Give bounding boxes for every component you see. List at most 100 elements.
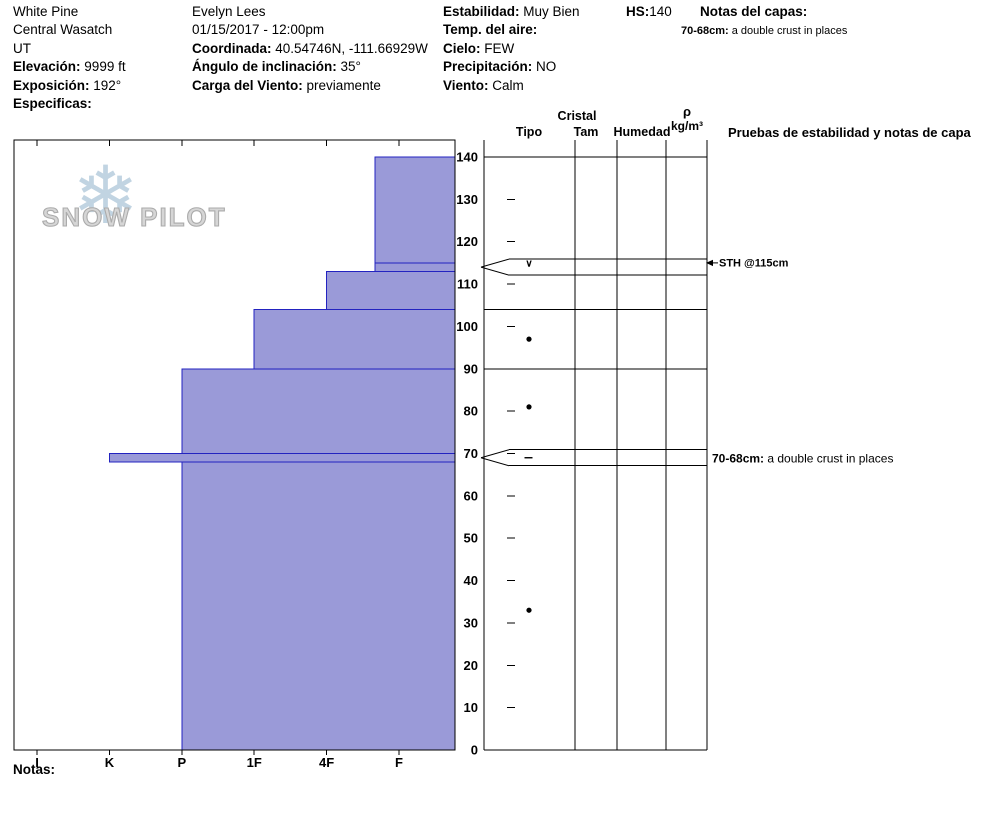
thin-layer-wedge	[480, 449, 510, 459]
wind-loading-label: Carga del Viento:	[192, 77, 303, 93]
snow-layer-bar	[181, 368, 456, 454]
layer-notes-label: Notas del capas:	[700, 4, 808, 19]
aspect-value: 192°	[93, 77, 122, 93]
hardness-axis-label: I	[35, 755, 39, 770]
depth-axis-label: 70	[464, 446, 478, 461]
snow-layer-bar	[374, 156, 456, 264]
hs-value: 140	[649, 4, 672, 19]
sky-row: Cielo: FEW	[443, 40, 580, 58]
footer-notes-label: Notas:	[13, 762, 56, 777]
snow-layer-bar	[374, 262, 456, 272]
depth-axis-label: 40	[464, 573, 478, 588]
layer-note-text: a double crust in places	[728, 25, 848, 38]
moisture-header: Humedad	[613, 125, 671, 139]
wind-loading-row: Carga del Viento: previamente	[192, 77, 428, 95]
stability-row: Estabilidad: Muy Bien	[443, 3, 580, 21]
depth-axis-label: 60	[464, 488, 478, 503]
depth-axis-label: 90	[464, 361, 478, 376]
depth-axis-label: 50	[464, 531, 478, 546]
slope-angle-label: Ángulo de inclinación:	[192, 59, 337, 75]
rounded-grains-symbol	[526, 404, 532, 410]
thin-layer-wedge	[480, 258, 510, 268]
stability-test-annotation: STH @115cm	[719, 257, 789, 269]
crystal-size-header: Tam	[573, 125, 599, 139]
snowpilot-logo: ❄ SNOW PILOT	[41, 156, 225, 264]
precipitation-row: Precipitación: NO	[443, 58, 580, 76]
hardness-axis-label: 4F	[319, 755, 334, 770]
depth-axis-label: 20	[464, 658, 478, 673]
layer-note: 70-68cm: a double crust in places	[681, 24, 847, 38]
specifics-row: Especificas:	[13, 95, 126, 113]
depth-axis-label: 80	[464, 404, 478, 419]
hardness-axis-label: F	[395, 755, 403, 770]
header-layer-notes: Notas del capas: 70-68cm: a double crust…	[681, 3, 847, 38]
sky-value: FEW	[484, 40, 515, 56]
depth-axis-label: 110	[457, 277, 478, 292]
aspect-label: Exposición:	[13, 77, 90, 93]
depth-axis-label: 100	[456, 319, 478, 334]
snow-layer-bar	[181, 461, 456, 751]
header-col-conditions: Estabilidad: Muy Bien Temp. del aire: Ci…	[443, 3, 580, 95]
hardness-axis-label: 1F	[247, 755, 262, 770]
hs-row: HS:140	[626, 3, 672, 21]
depth-axis-label: 130	[456, 192, 478, 207]
depth-axis-label: 0	[471, 743, 478, 758]
annotation-arrow-head	[706, 259, 713, 267]
depth-axis-label: 30	[464, 615, 478, 630]
date-time: 01/15/2017 - 12:00pm	[192, 22, 325, 38]
specifics-label: Especificas:	[13, 96, 92, 112]
stability-value: Muy Bien	[523, 4, 580, 19]
coordinates-label: Coordinada:	[192, 40, 272, 56]
pit-name: White Pine	[13, 4, 79, 19]
layer-note-depth: 70-68cm:	[681, 25, 729, 38]
depth-axis-label: 140	[456, 150, 478, 165]
header-col-location: White Pine Central Wasatch UT Elevación:…	[13, 3, 126, 113]
coordinates-row: Coordinada: 40.54746N, -111.66929W	[192, 40, 428, 58]
hardness-axis-label: K	[105, 755, 115, 770]
aspect-row: Exposición: 192°	[13, 77, 126, 95]
surface-hoar-symbol: ∨	[525, 258, 532, 269]
snow-layer-bar	[108, 453, 456, 463]
precipitation-label: Precipitación:	[443, 59, 533, 75]
wind-row: Viento: Calm	[443, 77, 580, 95]
coordinates-value: 40.54746N, -111.66929W	[275, 40, 428, 56]
elevation-value: 9999 ft	[84, 59, 126, 75]
hardness-chart-frame	[13, 139, 456, 751]
snow-layer-bar	[326, 270, 456, 310]
observer-name: Evelyn Lees	[192, 4, 266, 19]
snowflake-icon: ❄	[72, 151, 140, 240]
snow-layer-bar	[253, 308, 456, 370]
thin-layer-wedge	[480, 457, 510, 467]
region: Central Wasatch	[13, 22, 113, 38]
wind-value: Calm	[492, 77, 524, 93]
rounded-grains-symbol	[526, 607, 532, 613]
depth-axis-label: 120	[456, 234, 478, 249]
density-unit-header: kg/m³	[670, 119, 703, 133]
hs-label: HS:	[626, 4, 650, 19]
stability-label: Estabilidad:	[443, 4, 520, 19]
layer-notes-header: Notas del capas:	[681, 3, 847, 21]
precipitation-value: NO	[536, 59, 557, 75]
slope-angle-value: 35°	[340, 59, 361, 75]
stability-tests-header: Pruebas de estabilidad y notas de capa	[728, 125, 971, 140]
slope-angle-row: Ángulo de inclinación: 35°	[192, 58, 428, 76]
header-col-observer: Evelyn Lees 01/15/2017 - 12:00pm Coordin…	[192, 3, 428, 95]
state: UT	[13, 40, 31, 56]
layer-note-annotation: 70-68cm: a double crust in places	[712, 452, 893, 466]
wind-label: Viento:	[443, 77, 489, 93]
density-symbol-header: ρ	[682, 104, 692, 119]
elevation-label: Elevación:	[13, 59, 81, 75]
thin-layer-wedge	[480, 266, 510, 276]
rounded-grains-symbol	[526, 336, 532, 342]
logo-text: SNOW PILOT	[41, 201, 227, 232]
hardness-axis-label: P	[177, 755, 186, 770]
crystal-group-header: Cristal	[557, 109, 597, 123]
sky-label: Cielo:	[443, 40, 481, 56]
depth-axis-label: 10	[464, 700, 478, 715]
air-temp-row: Temp. del aire:	[443, 21, 580, 39]
elevation-row: Elevación: 9999 ft	[13, 58, 126, 76]
air-temp-label: Temp. del aire:	[443, 22, 538, 38]
crystal-type-header: Tipo	[515, 125, 543, 139]
